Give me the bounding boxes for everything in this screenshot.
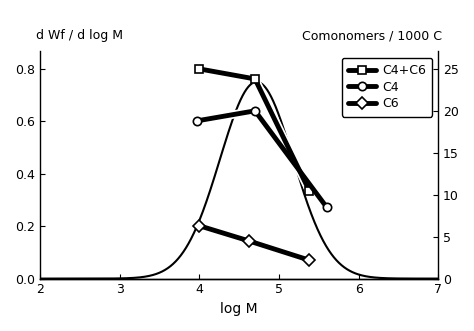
Text: d Wf / d log M: d Wf / d log M (36, 29, 123, 42)
C6 (196, 224, 202, 228)
X-axis label: log M: log M (220, 302, 258, 316)
Line: C6: C6 (195, 221, 313, 264)
C6 (246, 239, 252, 243)
C6 (306, 258, 312, 262)
C4+C6 (252, 77, 258, 81)
Line: C4+C6: C4+C6 (195, 65, 313, 195)
C4+C6 (306, 189, 312, 193)
Text: Comonomers / 1000 C: Comonomers / 1000 C (302, 29, 442, 42)
C4+C6 (196, 67, 202, 71)
C4 (324, 205, 329, 209)
Line: C4: C4 (192, 107, 331, 212)
Legend: C4+C6, C4, C6: C4+C6, C4, C6 (342, 58, 432, 117)
C4 (194, 119, 200, 123)
C4 (252, 109, 258, 113)
